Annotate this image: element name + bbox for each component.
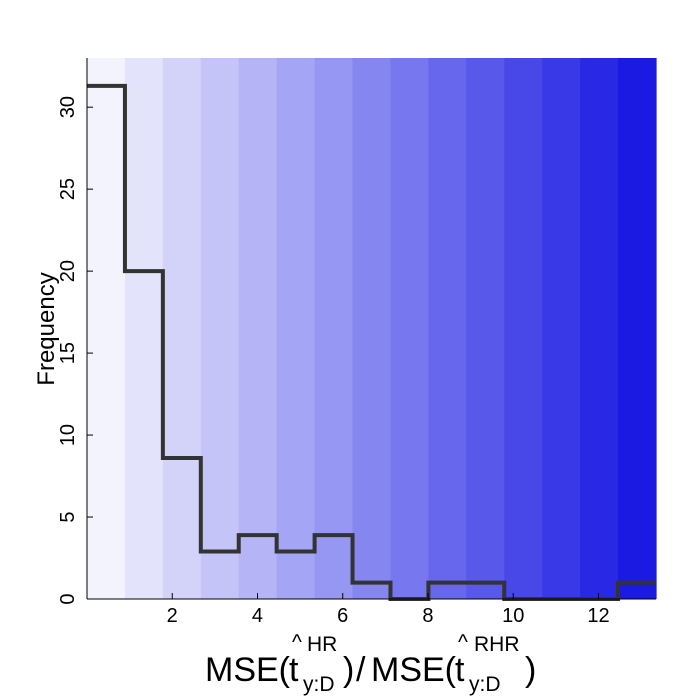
y-tick-label: 25: [57, 178, 79, 200]
background-band: [618, 58, 657, 599]
x-label-divider: /: [356, 651, 366, 689]
background-band: [352, 58, 392, 599]
x-axis-label: MSE( ^ t y:D HR ) / MSE( ^ t y:D RHR ): [205, 631, 536, 696]
background-band: [124, 58, 164, 599]
background-band: [276, 58, 316, 599]
x-label-den-hat: ^: [458, 631, 468, 654]
background-band: [466, 58, 505, 599]
y-tick-label: 15: [57, 342, 79, 364]
y-tick-label: 10: [57, 424, 79, 446]
y-tick-label: 20: [57, 260, 79, 282]
background-band: [87, 58, 126, 599]
background-band: [428, 58, 467, 599]
x-label-num-base: t: [289, 651, 299, 689]
x-axis-ticks: 2 4 6 8 10 12: [167, 593, 610, 627]
background-band: [390, 58, 429, 599]
x-tick-label: 8: [422, 605, 433, 627]
x-label-num-sub: y:D: [303, 673, 335, 696]
background-bands: [87, 58, 657, 599]
x-tick-label: 4: [252, 605, 263, 627]
background-band: [542, 58, 581, 599]
x-label-den-sub: y:D: [469, 673, 501, 696]
y-tick-label: 5: [57, 511, 79, 522]
x-label-num-hat: ^: [292, 631, 302, 654]
y-axis-ticks: 0 5 10 15 20 25 30: [57, 96, 93, 605]
x-label-num-suffix: ): [343, 651, 354, 689]
background-band: [162, 58, 202, 599]
y-tick-label: 30: [57, 96, 79, 118]
axes: [86, 58, 656, 600]
x-tick-label: 6: [337, 605, 348, 627]
x-label-num-sup: HR: [307, 633, 337, 656]
background-band: [238, 58, 278, 599]
background-band: [200, 58, 240, 599]
background-band: [314, 58, 354, 599]
x-label-den-suffix: ): [525, 651, 536, 689]
x-tick-label: 2: [167, 605, 178, 627]
background-band: [504, 58, 543, 599]
x-tick-label: 12: [587, 605, 609, 627]
x-tick-label: 10: [502, 605, 524, 627]
y-axis-label: Frequency: [33, 272, 60, 385]
x-label-den-sup: RHR: [474, 633, 520, 656]
x-label-num-prefix: MSE(: [205, 651, 291, 689]
y-tick-label: 0: [57, 593, 79, 604]
x-label-den-prefix: MSE(: [371, 651, 457, 689]
background-band: [580, 58, 619, 599]
x-label-den-base: t: [455, 651, 465, 689]
